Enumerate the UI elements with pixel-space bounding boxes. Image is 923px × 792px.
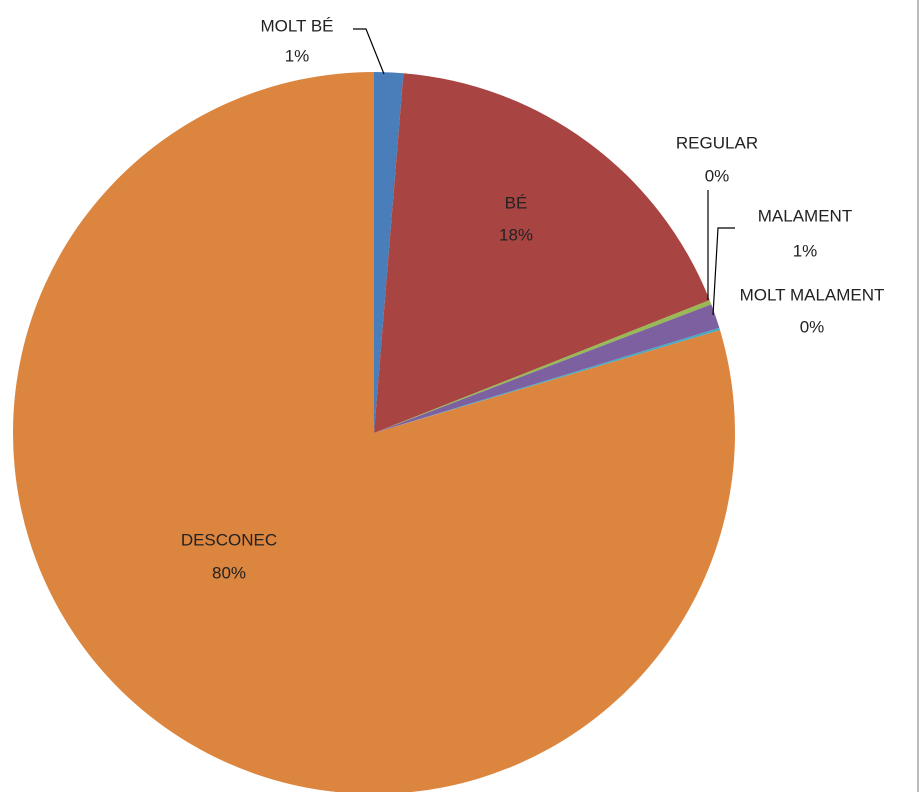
slice-value-label: 80% [212,563,246,582]
slice-value-label: 1% [285,46,310,65]
leader-line [712,227,735,316]
pie-slice [13,72,735,792]
slice-value-label: 18% [499,225,533,244]
slice-label: BÉ [505,193,528,212]
pie-slice [374,72,404,433]
leader-line [353,28,385,75]
slice-value-label: 0% [705,166,730,185]
slice-value-label: 1% [793,241,818,260]
pie-slice [374,304,720,433]
pie-slice [374,73,710,433]
slice-label: MALAMENT [758,206,852,225]
slice-label: DESCONEC [181,530,277,549]
slice-value-label: 0% [800,317,825,336]
slice-label: MOLT BÉ [260,16,333,35]
slice-label: REGULAR [676,133,758,152]
pie-slice [374,327,721,433]
slice-label: MOLT MALAMENT [740,285,885,304]
pie-slice [374,300,712,433]
